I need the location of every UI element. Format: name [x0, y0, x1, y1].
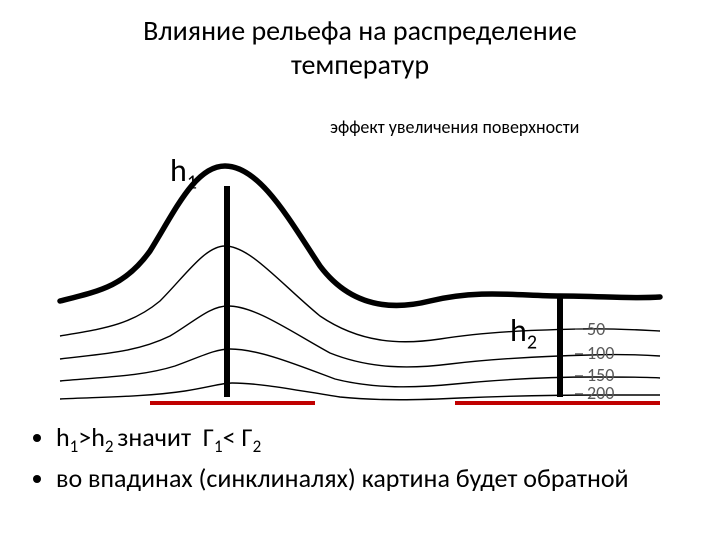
- bullet-list: h1>h2 значит Г1< Г2 во впадинах (синклин…: [0, 411, 720, 496]
- h2-label: h2: [510, 311, 537, 354]
- bullet-1: h1>h2 значит Г1< Г2: [56, 421, 690, 458]
- diagram-caption: эффект увеличения поверхности: [330, 116, 579, 138]
- page-title: Влияние рельефа на распределение темпера…: [0, 0, 720, 81]
- h1-label: h1: [170, 151, 197, 194]
- diagram: эффект увеличения поверхности h1 h2 50 1…: [0, 81, 720, 411]
- title-line2: температур: [291, 47, 429, 82]
- bullet-2: во впадинах (синклиналях) картина будет …: [56, 462, 690, 496]
- tick-200: 200: [587, 382, 614, 404]
- title-line1: Влияние рельефа на распределение: [143, 13, 577, 48]
- tick-50: 50: [587, 318, 605, 340]
- tick-100: 100: [587, 342, 614, 364]
